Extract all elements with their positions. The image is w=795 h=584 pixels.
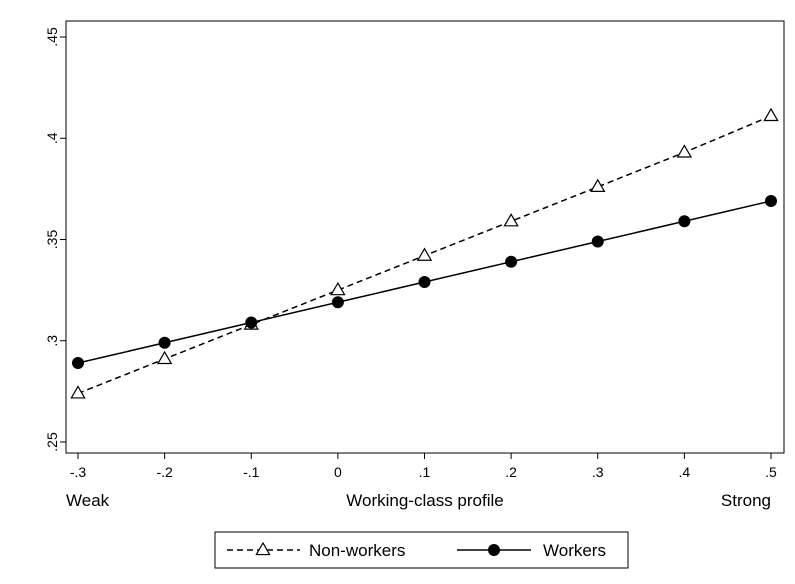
x-tick-label: -.2 xyxy=(156,464,173,480)
data-point-workers xyxy=(245,316,258,329)
data-point-workers xyxy=(418,276,431,289)
data-point-workers xyxy=(158,336,171,349)
data-point-non-workers xyxy=(590,178,606,192)
x-end-label-left: Weak xyxy=(66,491,110,510)
x-tick-label: .2 xyxy=(505,464,517,480)
x-tick-label: -.3 xyxy=(70,464,87,480)
y-tick-label: .3 xyxy=(44,335,60,347)
legend-label-non-workers: Non-workers xyxy=(309,541,405,560)
x-tick-label: .1 xyxy=(419,464,431,480)
data-point-workers xyxy=(591,235,604,248)
x-tick-label: .4 xyxy=(679,464,691,480)
legend-label-workers: Workers xyxy=(543,541,606,560)
series-layer xyxy=(70,107,779,399)
data-point-non-workers xyxy=(70,385,86,399)
x-tick-label: .3 xyxy=(592,464,604,480)
legend-marker-non-workers xyxy=(255,541,271,556)
y-tick-label: .35 xyxy=(44,230,60,250)
data-point-workers xyxy=(678,215,691,228)
data-point-workers xyxy=(505,255,518,268)
y-axis: .25 .3 .35 .4 .45 xyxy=(44,27,66,452)
y-tick-label: .25 xyxy=(44,432,60,452)
data-point-non-workers xyxy=(676,144,693,158)
y-tick-label: .45 xyxy=(44,27,60,47)
legend: Non-workers Workers xyxy=(214,531,629,569)
data-point-workers xyxy=(765,195,777,208)
x-end-label-right: Strong xyxy=(721,491,771,510)
legend-marker-workers xyxy=(488,544,500,556)
data-point-non-workers xyxy=(503,213,519,227)
legend-box xyxy=(214,531,629,569)
x-axis: -.3 -.2 -.1 0 .1 .2 .3 .4 .5 xyxy=(70,453,777,480)
y-tick-label: .4 xyxy=(44,132,60,144)
x-tick-label: 0 xyxy=(334,464,342,480)
x-tick-label: -.1 xyxy=(243,464,260,480)
data-point-workers xyxy=(72,357,84,370)
data-point-non-workers xyxy=(330,281,346,296)
x-tick-label: .5 xyxy=(765,464,777,480)
data-point-non-workers xyxy=(416,247,433,261)
data-point-workers xyxy=(331,296,344,309)
data-point-non-workers xyxy=(156,350,173,365)
data-point-non-workers xyxy=(763,107,779,122)
x-axis-title: Working-class profile xyxy=(346,491,503,510)
